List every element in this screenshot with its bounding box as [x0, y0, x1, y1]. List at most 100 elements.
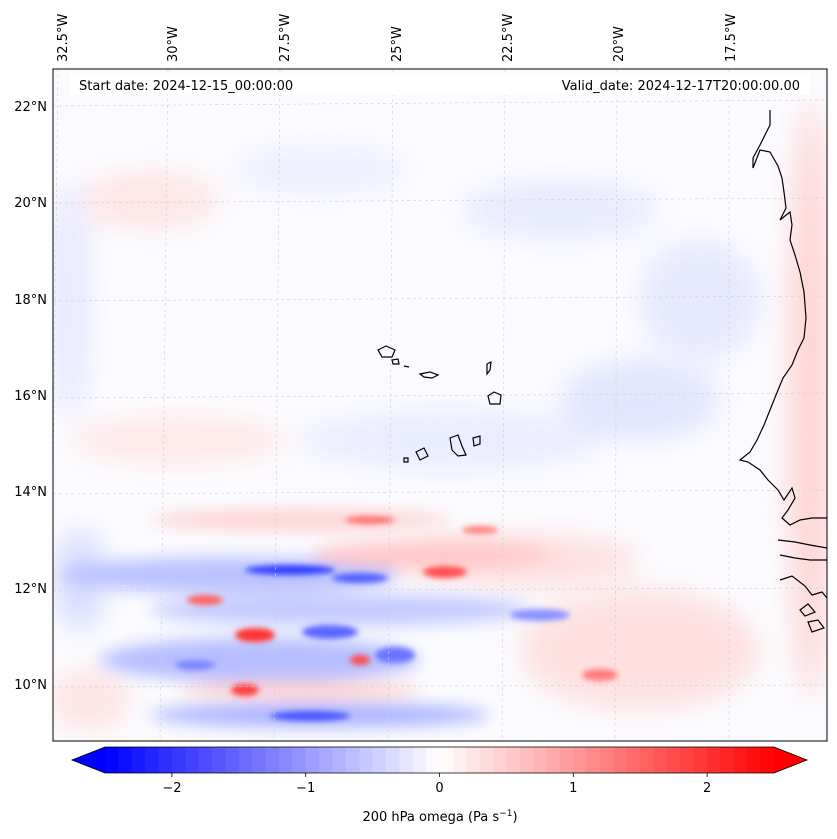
- colorbar-cell: [305, 747, 320, 773]
- colorbar-tick-label: 2: [703, 781, 711, 796]
- field-active-band: [60, 510, 550, 727]
- colorbar-cell: [666, 747, 681, 773]
- lon-label: 32.5°W: [56, 14, 71, 62]
- colorbar-cell: [693, 747, 708, 773]
- colorbar-cell: [573, 747, 588, 773]
- lat-label: 22°N: [14, 100, 47, 115]
- lat-label: 10°N: [14, 678, 47, 693]
- colorbar: −2 −1 0 1 2 200 hPa omega (Pa s−1): [70, 746, 809, 825]
- lon-label: 22.5°W: [501, 14, 516, 62]
- omega-field: [53, 100, 827, 730]
- colorbar-tick-label: −2: [162, 781, 181, 796]
- colorbar-cell: [399, 747, 414, 773]
- colorbar-cell: [613, 747, 628, 773]
- graticule: [53, 69, 827, 741]
- colorbar-cell: [359, 747, 374, 773]
- colorbar-cell: [265, 747, 280, 773]
- colorbar-cell: [707, 747, 721, 773]
- field-strong-cells: [175, 516, 618, 721]
- colorbar-cell: [278, 747, 293, 773]
- guinea-bissau-coast: [779, 575, 827, 633]
- map-frame: [52, 68, 828, 742]
- colorbar-cell: [345, 747, 360, 773]
- island-santiago: [449, 434, 467, 457]
- colorbar-cell: [546, 747, 561, 773]
- valid-date-label: Valid_date: 2024-12-17T20:00:00.00: [562, 79, 800, 94]
- island-sao-nicolau: [418, 371, 440, 379]
- colorbar-cell: [212, 747, 226, 773]
- longitude-labels: 32.5°W 30°W 27.5°W 25°W 22.5°W 20°W 17.5…: [56, 14, 739, 62]
- colorbar-tick-label: 1: [569, 781, 577, 796]
- colorbar-cell: [747, 747, 762, 773]
- colorbar-cell: [158, 747, 173, 773]
- colorbar-cell: [479, 747, 494, 773]
- field-broad: [53, 100, 827, 730]
- colorbar-cell: [733, 747, 748, 773]
- colorbar-cell: [332, 747, 347, 773]
- colorbar-cell: [145, 747, 160, 773]
- colorbar-cell: [238, 747, 253, 773]
- colorbar-cell: [372, 747, 387, 773]
- header-band: [70, 73, 810, 95]
- colorbar-tick-label: −1: [296, 781, 315, 796]
- colorbar-cell: [760, 747, 775, 773]
- coastlines: [377, 110, 827, 633]
- colorbar-cell: [319, 747, 333, 773]
- start-date-label: Start date: 2024-12-15_00:00:00: [79, 79, 293, 94]
- colorbar-cell: [385, 747, 400, 773]
- colorbar-cell: [225, 747, 240, 773]
- africa-coastline: [738, 110, 827, 526]
- lat-label: 14°N: [14, 485, 47, 500]
- colorbar-cell: [412, 747, 427, 773]
- colorbar-extend-min: [72, 747, 105, 773]
- colorbar-cell: [452, 747, 467, 773]
- colorbar-cell: [131, 747, 146, 773]
- island-sao-vicente: [391, 358, 400, 365]
- island-boa-vista: [487, 391, 502, 405]
- colorbar-cell: [118, 747, 133, 773]
- colorbar-cells: [105, 747, 775, 773]
- colorbar-cell: [252, 747, 267, 773]
- colorbar-cell: [586, 747, 601, 773]
- island-sal: [486, 360, 492, 376]
- colorbar-cell: [720, 747, 735, 773]
- lat-label: 16°N: [14, 389, 47, 404]
- colorbar-cell: [439, 747, 454, 773]
- island-santo-antao: [377, 345, 396, 358]
- colorbar-cell: [600, 747, 614, 773]
- island-brava: [403, 457, 409, 463]
- island-fogo: [415, 447, 429, 461]
- colorbar-ticks: −2 −1 0 1 2: [162, 773, 711, 796]
- colorbar-extend-max: [774, 747, 807, 773]
- colorbar-cell: [466, 747, 481, 773]
- island-santa-luzia: [403, 365, 410, 368]
- lat-label: 20°N: [14, 196, 47, 211]
- colorbar-cell: [426, 747, 440, 773]
- lon-label: 17.5°W: [724, 14, 739, 62]
- colorbar-cell: [680, 747, 695, 773]
- colorbar-cell: [292, 747, 307, 773]
- colorbar-cell: [506, 747, 521, 773]
- colorbar-cell: [640, 747, 655, 773]
- colorbar-cell: [533, 747, 548, 773]
- lon-label: 25°W: [390, 26, 405, 62]
- colorbar-label: 200 hPa omega (Pa s−1): [362, 809, 517, 825]
- colorbar-outline: [70, 746, 809, 774]
- lon-label: 20°W: [612, 26, 627, 62]
- island-maio: [472, 435, 481, 447]
- lon-label: 27.5°W: [278, 14, 293, 62]
- latitude-labels: 22°N 20°N 18°N 16°N 14°N 12°N 10°N: [14, 100, 47, 693]
- lat-label: 18°N: [14, 293, 47, 308]
- colorbar-cell: [171, 747, 186, 773]
- colorbar-cell: [519, 747, 534, 773]
- colorbar-cell: [105, 747, 119, 773]
- colorbar-cell: [185, 747, 200, 773]
- colorbar-cell: [559, 747, 574, 773]
- lat-label: 12°N: [14, 582, 47, 597]
- colorbar-cell: [198, 747, 213, 773]
- colorbar-cell: [493, 747, 507, 773]
- colorbar-cell: [626, 747, 641, 773]
- colorbar-cell: [653, 747, 668, 773]
- colorbar-tick-label: 0: [435, 781, 443, 796]
